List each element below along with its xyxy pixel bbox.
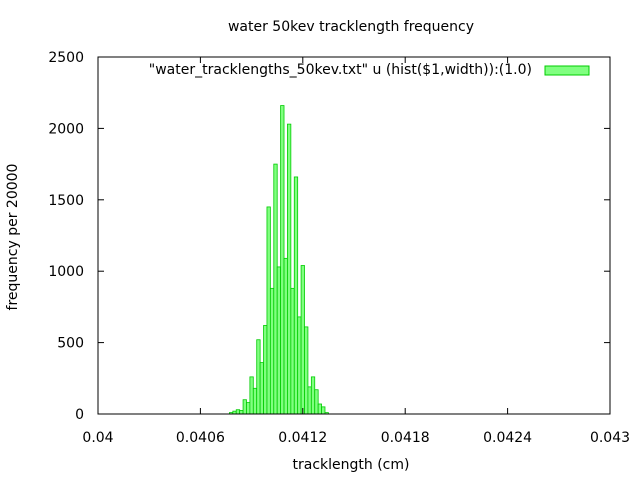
histogram-bar — [317, 403, 322, 415]
plot-frame — [97, 56, 611, 415]
x-tick-label: 0.043 — [590, 430, 630, 446]
x-tick-label: 0.0412 — [278, 430, 327, 446]
y-axis-ticks: 0 500 1000 1500 2000 2500 — [48, 50, 610, 423]
histogram-bar — [293, 176, 299, 415]
histogram-bar — [276, 266, 282, 415]
x-tick-label: 0.04 — [82, 430, 113, 446]
histogram-bar — [263, 325, 268, 415]
legend-label: "water_tracklengths_50kev.txt" u (hist($… — [149, 62, 532, 78]
histogram-bar — [235, 409, 241, 415]
histogram-bar — [252, 387, 258, 415]
histogram-bar — [300, 265, 305, 415]
histogram-bar — [280, 105, 285, 415]
histogram-bar — [304, 326, 309, 415]
histogram-bar — [287, 123, 292, 415]
histogram-bar — [266, 206, 271, 415]
x-axis-label: tracklength (cm) — [293, 457, 410, 473]
x-tick-label: 0.0418 — [381, 430, 430, 446]
histogram-bar — [310, 376, 316, 415]
histogram-bar — [283, 257, 288, 415]
y-tick-label: 1000 — [48, 264, 84, 280]
histogram-bar — [297, 316, 302, 415]
histogram-bar — [273, 163, 278, 415]
histogram-bar — [290, 287, 295, 415]
histogram-bar — [249, 376, 254, 415]
histogram-bar — [246, 402, 251, 415]
histogram-bars — [229, 105, 329, 415]
histogram-bar — [239, 410, 244, 415]
x-tick-label: 0.0424 — [483, 430, 532, 446]
y-tick-label: 1500 — [48, 193, 84, 209]
histogram-bar — [307, 386, 312, 415]
legend: "water_tracklengths_50kev.txt" u (hist($… — [149, 62, 590, 78]
histogram-bar — [314, 389, 319, 415]
histogram-bar — [259, 362, 264, 415]
y-axis-label: frequency per 20000 — [5, 164, 21, 311]
y-tick-label: 0 — [75, 407, 84, 423]
legend-swatch — [544, 65, 590, 76]
histogram-bar — [256, 339, 261, 415]
y-tick-label: 2000 — [48, 121, 84, 137]
x-axis-ticks: 0.04 0.0406 0.0412 0.0418 0.0424 0.043 — [82, 57, 630, 446]
histogram-bar — [242, 399, 247, 415]
x-tick-label: 0.0406 — [176, 430, 225, 446]
histogram-bar — [321, 406, 326, 415]
y-tick-label: 500 — [57, 336, 84, 352]
histogram-bar — [269, 287, 275, 415]
chart-title: water 50kev tracklength frequency — [228, 19, 474, 35]
y-tick-label: 2500 — [48, 50, 84, 66]
